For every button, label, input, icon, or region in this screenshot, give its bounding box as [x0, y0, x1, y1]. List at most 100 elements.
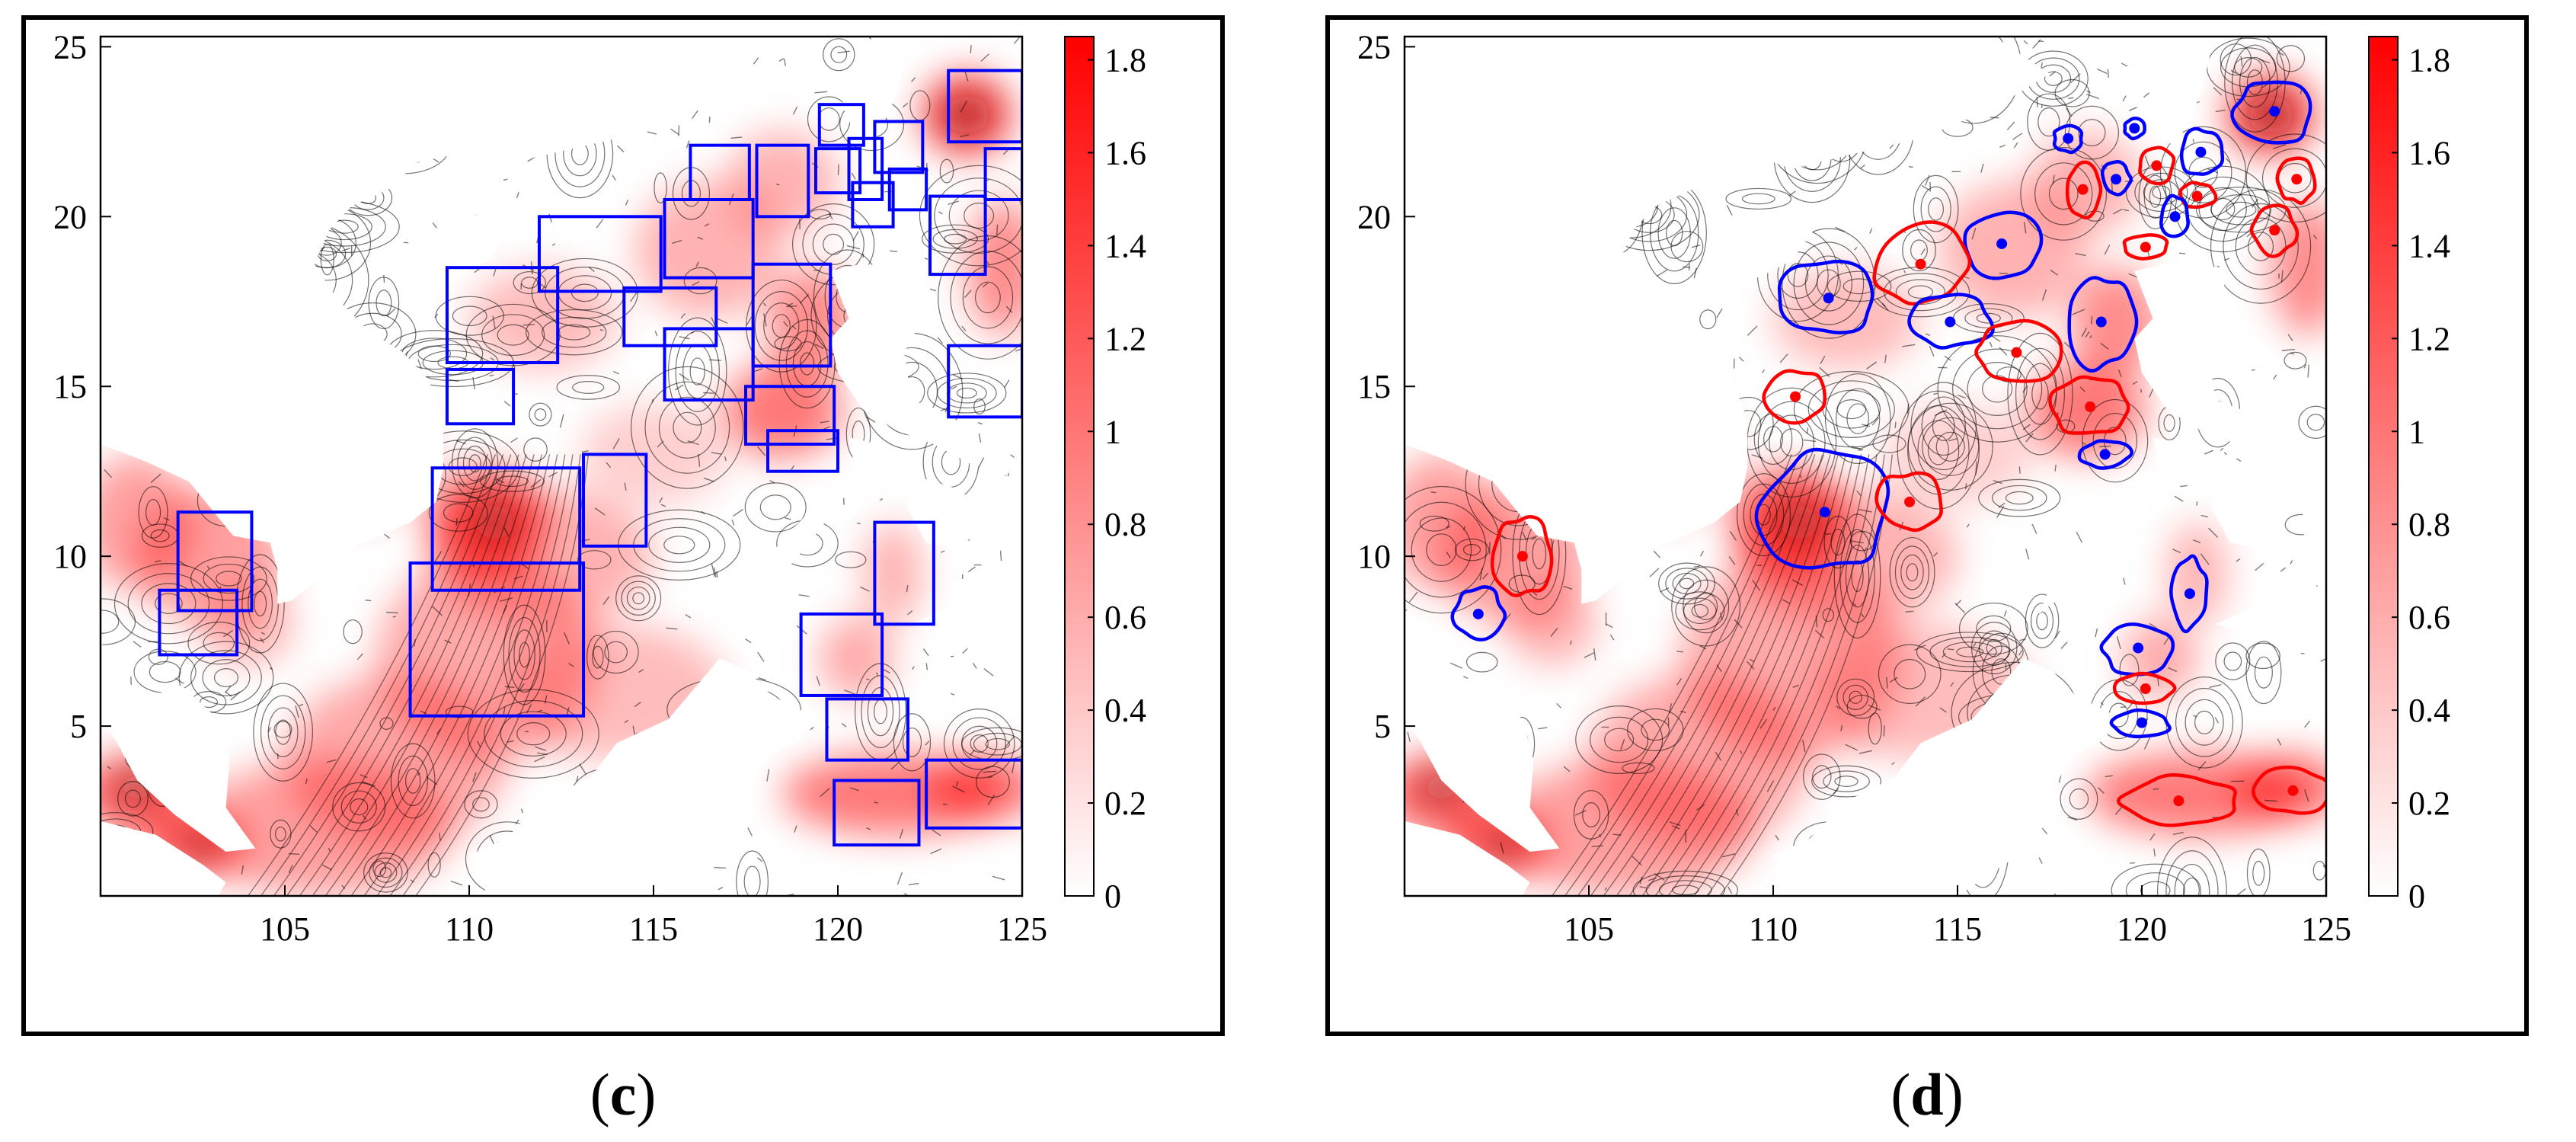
x-tick-label: 110	[1749, 910, 1798, 948]
anticyclonic-eddy-outline	[2122, 233, 2169, 261]
eddy-box	[833, 779, 921, 847]
cyclonic-eddy-center	[2269, 106, 2280, 117]
cyclonic-eddy-center	[1945, 316, 1956, 328]
map-c: 105 110 115 120 125 5 10 15 20 25 0 0.2 0.4 0.6 0.8 1 1.…	[53, 28, 1146, 948]
colorbar-tick-label: 0.2	[2408, 785, 2450, 822]
colorbar-tick-label: 1	[2408, 413, 2425, 450]
eddy-box	[873, 520, 935, 626]
x-tick-label: 120	[2117, 910, 2167, 948]
cyclonic-eddy-center	[2169, 211, 2181, 222]
anticyclonic-eddy-outline	[1762, 369, 1827, 425]
anticyclonic-eddy-center	[2287, 785, 2299, 796]
colorbar-tick-label: 0	[2408, 878, 2425, 915]
anticyclonic-eddy-center	[2011, 347, 2022, 358]
anticyclonic-eddy-outline	[2249, 203, 2300, 258]
cyclonic-eddy-outline	[2179, 126, 2225, 176]
y-tick-label: 15	[1357, 368, 1391, 405]
cyclonic-eddy-center	[2195, 146, 2207, 158]
caption-close: )	[636, 1061, 657, 1128]
caption-open: (	[590, 1061, 610, 1128]
y-tick-label: 20	[1357, 198, 1391, 235]
caption-close: )	[1943, 1061, 1964, 1128]
cyclonic-eddy-outline	[1754, 447, 1890, 570]
cyclonic-eddy-center	[2137, 717, 2147, 728]
eddy-box	[582, 453, 648, 548]
colorbar-tick-label: 1	[1104, 413, 1121, 450]
eddy-box	[825, 697, 909, 762]
panel-caption-c: (c)	[509, 1060, 737, 1129]
colorbar-tick-label: 0	[1104, 878, 1121, 915]
anticyclonic-eddy-center	[2077, 184, 2089, 195]
cyclonic-eddy-outline	[2077, 439, 2134, 470]
eddy-box	[445, 367, 516, 426]
anticyclonic-eddy-outline	[2048, 375, 2130, 435]
colorbar-tick-label: 1.6	[1104, 134, 1146, 171]
cyclonic-eddy-outline	[2052, 123, 2084, 155]
caption-letter: c	[609, 1061, 637, 1128]
cyclonic-eddy-center	[1819, 507, 1830, 518]
colorbar-tick-label: 1.2	[1104, 320, 1146, 357]
anticyclonic-eddy-center	[2291, 174, 2303, 185]
cyclonic-eddy-outline	[2099, 622, 2175, 677]
colorbar-tick-label: 0.2	[1104, 785, 1146, 822]
x-tick-label: 125	[2301, 910, 2351, 948]
axes-frame	[99, 35, 1024, 897]
cyclonic-eddy-outline	[2123, 117, 2146, 141]
figure-panel-c: 105 110 115 120 125 5 10 15 20 25 0 0.2 0.4 0.6 0.8 1 1.…	[21, 15, 1225, 1036]
plot-area	[1405, 37, 2326, 896]
anticyclonic-eddy-center	[1790, 391, 1801, 402]
y-tick-label: 10	[1357, 538, 1391, 575]
eddy-box	[766, 429, 839, 473]
anticyclonic-eddy-center	[2151, 160, 2162, 171]
anticyclonic-eddy-outline	[2275, 156, 2317, 205]
colorbar-tick-label: 0.4	[1104, 692, 1146, 729]
anticyclonic-eddy-outline	[1874, 471, 1943, 533]
eddy-box	[158, 588, 239, 657]
coastal-current	[248, 454, 590, 896]
colorbar-tick-label: 0.8	[2408, 506, 2450, 543]
x-tick-label: 120	[813, 910, 863, 948]
eddy-box	[408, 561, 586, 718]
colorbar-tick-label: 0.4	[2408, 692, 2450, 729]
eddy-box	[430, 466, 582, 592]
cyclonic-eddy-outline	[2100, 160, 2133, 197]
colorbar-tick-label: 0.6	[2408, 599, 2450, 636]
anticyclonic-eddy-outline	[2252, 765, 2326, 815]
x-tick-label: 110	[445, 910, 494, 948]
colorbar-tick-label: 1.4	[1104, 227, 1146, 264]
eddy-outlines	[1450, 80, 2326, 827]
cyclonic-eddy-center	[2095, 316, 2107, 328]
y-tick-label: 25	[1357, 28, 1391, 66]
colorbar	[1064, 36, 1095, 897]
anticyclonic-eddy-center	[2191, 190, 2203, 202]
anticyclonic-eddy-center	[2173, 795, 2184, 807]
cyclonic-eddy-center	[2099, 449, 2111, 460]
anticyclonic-eddy-center	[2085, 401, 2096, 412]
cyclonic-eddy-outline	[2230, 80, 2312, 145]
anticyclonic-eddy-outline	[2065, 160, 2103, 219]
anticyclonic-eddy-outline	[1872, 220, 1972, 306]
figure-panel-d: 105 110 115 120 125 5 10 15 20 25 0 0.2 0.4 0.6 0.8 1 1.…	[1325, 15, 2529, 1036]
eddy-box	[873, 120, 925, 174]
x-tick-label: 115	[1933, 910, 1982, 948]
cyclonic-eddy-center	[1823, 293, 1834, 304]
eddy-box	[744, 385, 836, 446]
eddy-box	[851, 181, 895, 229]
cyclonic-eddy-outline	[2159, 194, 2190, 238]
eddy-boxes	[158, 69, 1022, 847]
cyclonic-eddy-center	[2063, 133, 2074, 144]
colorbar-tick-label: 1.2	[2408, 320, 2450, 357]
x-tick-label: 125	[997, 910, 1047, 948]
cyclonic-eddy-center	[1996, 238, 2008, 249]
cyclonic-eddy-center	[2184, 588, 2195, 600]
eddy-box	[622, 286, 718, 347]
x-tick-label: 115	[629, 910, 678, 948]
cyclonic-eddy-outline	[2109, 708, 2172, 739]
y-tick-label: 25	[53, 28, 87, 66]
eddy-box	[799, 612, 884, 697]
cyclonic-eddy-outline	[1907, 293, 1995, 350]
anticyclonic-eddy-outline	[1490, 515, 1554, 597]
eddy-box	[176, 510, 254, 613]
x-tick-label: 105	[1564, 910, 1614, 948]
colorbar-tick-label: 0.6	[1104, 599, 1146, 636]
